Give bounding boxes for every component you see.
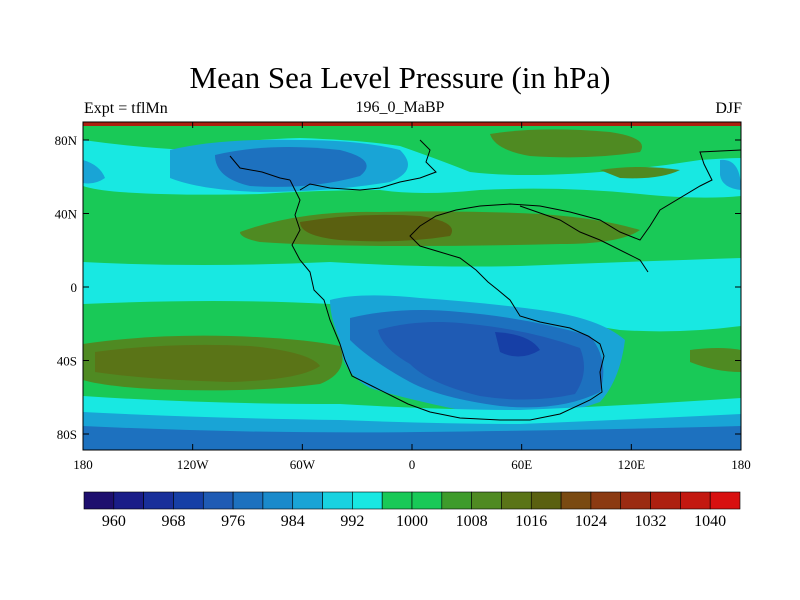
x-tick-label: 60E (511, 457, 532, 472)
y-tick-label: 40N (55, 207, 78, 222)
colorbar-label: 1000 (396, 513, 428, 530)
colorbar-swatch (560, 491, 592, 510)
y-tick-label: 0 (71, 280, 78, 295)
age-label: 196_0_MaBP (355, 99, 445, 116)
x-tick-label: 0 (409, 457, 416, 472)
axis-ticks: 180 120W 60W 0 60E 120E 180 80N 40N 0 40S 80S (55, 122, 751, 472)
pressure-field (83, 122, 741, 450)
colorbar-label: 1024 (575, 513, 607, 530)
colorbar-label: 1032 (635, 513, 667, 530)
y-tick-label: 40S (57, 354, 77, 369)
y-tick-label: 80N (55, 133, 78, 148)
colorbar-label: 992 (340, 513, 364, 530)
colorbar-swatch (709, 491, 741, 510)
coastline-outlines (229, 139, 741, 421)
colorbar-swatch (411, 491, 443, 510)
x-tick-label: 60W (290, 457, 316, 472)
colorbar-label: 976 (221, 513, 245, 530)
colorbar-swatch (262, 491, 294, 510)
colorbar-swatch (232, 491, 264, 510)
colorbar-swatch (173, 491, 204, 510)
colorbar-label: 984 (281, 513, 305, 530)
colorbar-swatch (143, 491, 174, 510)
colorbar-swatch (352, 491, 383, 510)
season-label: DJF (715, 100, 742, 117)
colorbar-swatch (530, 491, 562, 510)
colorbar-swatch (202, 491, 234, 510)
colorbar-swatch (441, 491, 472, 510)
colorbar-swatch (650, 491, 681, 510)
colorbar-swatch (381, 491, 413, 510)
colorbar-swatch (322, 491, 353, 510)
colorbar-label: 968 (161, 513, 185, 530)
colorbar-label: 1016 (515, 513, 547, 530)
colorbar-swatch (292, 491, 323, 510)
x-tick-label: 120E (618, 457, 646, 472)
colorbar-swatch (113, 491, 144, 510)
colorbar-swatch (501, 491, 532, 510)
colorbar-swatch (620, 491, 651, 510)
x-tick-label: 180 (731, 457, 751, 472)
experiment-label: Expt = tflMn (84, 100, 168, 117)
colorbar-swatch (680, 491, 711, 510)
colorbar: 960 968 976 984 992 1000 1008 1016 1024 1032 1040 (83, 491, 741, 530)
colorbar-label: 1008 (456, 513, 488, 530)
colorbar-swatch (83, 491, 115, 510)
colorbar-swatch (590, 491, 622, 510)
colorbar-label: 1040 (694, 513, 726, 530)
x-tick-label: 180 (73, 457, 93, 472)
y-tick-label: 80S (57, 427, 77, 442)
colorbar-label: 960 (102, 513, 126, 530)
map-title: Mean Sea Level Pressure (in hPa) (189, 60, 611, 95)
colorbar-swatch (471, 491, 502, 510)
x-tick-label: 120W (177, 457, 210, 472)
